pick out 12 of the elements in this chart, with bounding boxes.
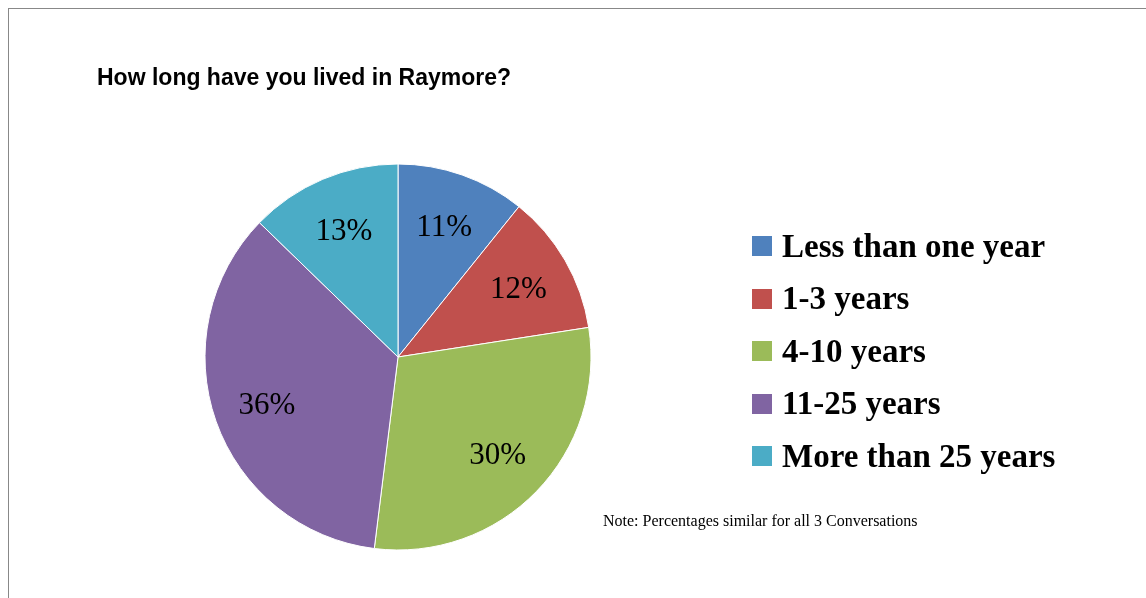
text: Note: Percentages similar for all 3 Conversations bbox=[603, 512, 918, 530]
legend-label: 4-10 years bbox=[782, 332, 926, 370]
legend-label: Less than one year bbox=[782, 227, 1046, 265]
data-label: 13% bbox=[315, 211, 373, 247]
legend-label: More than 25 years bbox=[782, 437, 1056, 475]
data-label: 11% bbox=[416, 208, 473, 244]
legend-label: 1-3 years bbox=[782, 280, 910, 318]
data-label: 30% bbox=[469, 436, 527, 472]
chart-title: How long have you lived in Raymore? bbox=[97, 64, 512, 91]
data-label: 12% bbox=[489, 270, 547, 306]
data-label: 36% bbox=[238, 385, 296, 421]
legend-label: 11-25 years bbox=[782, 385, 941, 423]
